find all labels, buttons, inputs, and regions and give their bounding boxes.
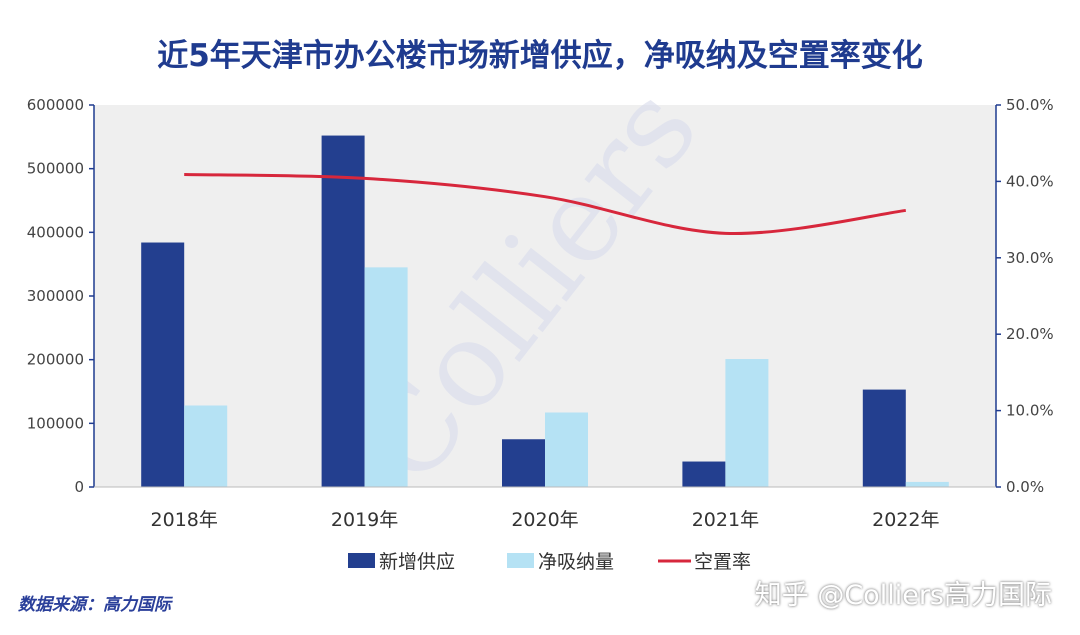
bar-absorption <box>905 481 949 487</box>
legend: 新增供应 净吸纳量 空置率 <box>348 551 751 573</box>
series-line-vacancy <box>184 173 906 235</box>
bar-group <box>141 135 949 487</box>
legend-supply-swatch <box>348 553 375 568</box>
y-left-tick-label: 600000 <box>27 96 84 114</box>
x-tick-label: 2020年 <box>511 509 578 531</box>
legend-absorption-swatch <box>507 553 534 568</box>
source-note: 数据来源：高力国际 <box>18 595 171 615</box>
bar-supply <box>321 135 365 487</box>
bar-supply <box>682 461 726 487</box>
y-left-tick-label: 0 <box>74 478 84 496</box>
axes: 0 100000 200000 300000 400000 500000 600000 0.0… <box>27 96 1054 531</box>
bar-absorption <box>364 267 408 487</box>
y-right-tick-label: 50.0% <box>1006 96 1054 114</box>
credit-watermark: 知乎 @Colliers高力国际 <box>754 580 1052 611</box>
bar-absorption <box>545 412 588 487</box>
x-tick-label: 2018年 <box>151 509 218 531</box>
legend-absorption-label: 净吸纳量 <box>538 551 614 573</box>
y-right-tick-label: 10.0% <box>1006 402 1054 420</box>
bar-absorption <box>725 359 769 487</box>
y-left-tick-label: 300000 <box>27 287 84 305</box>
bar-absorption <box>184 405 228 487</box>
legend-supply-label: 新增供应 <box>379 551 455 573</box>
chart-title: 近5年天津市办公楼市场新增供应，净吸纳及空置率变化 <box>157 38 923 74</box>
y-right-tick-label: 0.0% <box>1006 478 1044 496</box>
y-right-tick-label: 20.0% <box>1006 325 1054 343</box>
bar-supply <box>862 389 906 487</box>
y-left-tick-label: 400000 <box>27 223 84 241</box>
x-tick-label: 2021年 <box>692 509 759 531</box>
y-left-tick-label: 500000 <box>27 160 84 178</box>
x-tick-label: 2019年 <box>331 509 398 531</box>
bar-supply <box>502 439 545 487</box>
y-left-tick-label: 100000 <box>27 414 84 432</box>
y-right-tick-label: 40.0% <box>1006 172 1054 190</box>
x-tick-label: 2022年 <box>872 509 939 531</box>
y-left-tick-label: 200000 <box>27 351 84 369</box>
bar-supply <box>141 242 185 487</box>
legend-vacancy-label: 空置率 <box>694 551 751 573</box>
y-right-tick-label: 30.0% <box>1006 249 1054 267</box>
